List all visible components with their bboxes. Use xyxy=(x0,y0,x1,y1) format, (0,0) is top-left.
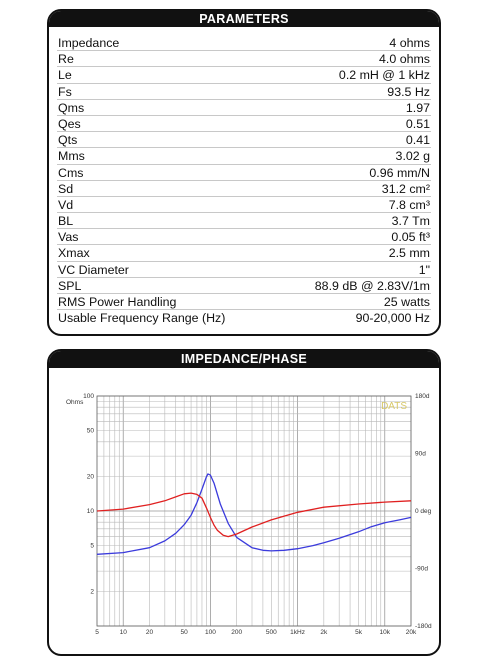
y-tick-label: 100 xyxy=(83,393,94,400)
x-tick-label: 200 xyxy=(231,629,242,636)
parameter-row: Vas 0.05 ft³ xyxy=(57,229,431,246)
parameter-row: Mms 3.02 g xyxy=(57,148,431,165)
parameter-value: 1" xyxy=(418,262,430,277)
parameter-row: Qms 1.97 xyxy=(57,100,431,116)
parameter-value: 1.97 xyxy=(405,100,430,115)
parameter-label: SPL xyxy=(58,278,82,293)
parameter-row: SPL 88.9 dB @ 2.83V/1m xyxy=(57,278,431,294)
parameter-value: 2.5 mm xyxy=(388,246,430,261)
parameter-label: BL xyxy=(58,214,74,229)
y-tick-label: 5 xyxy=(90,543,94,550)
x-tick-label: 100 xyxy=(205,629,216,636)
parameter-value: 0.05 ft³ xyxy=(391,230,430,245)
parameter-value: 3.7 Tm xyxy=(391,214,430,229)
parameter-row: Qts 0.41 xyxy=(57,132,431,149)
parameter-row: RMS Power Handling 25 watts xyxy=(57,294,431,311)
y-tick-label: 20 xyxy=(87,473,95,480)
x-tick-label: 20k xyxy=(406,629,417,636)
x-tick-label: 10k xyxy=(380,629,391,636)
parameter-label: Vas xyxy=(58,230,79,245)
parameter-value: 90-20,000 Hz xyxy=(355,311,430,326)
impedance-phase-title: IMPEDANCE/PHASE xyxy=(49,351,439,368)
parameter-value: 0.2 mH @ 1 kHz xyxy=(338,68,430,83)
parameter-value: 88.9 dB @ 2.83V/1m xyxy=(314,278,430,293)
parameter-label: Mms xyxy=(58,149,85,164)
phase-tick-label: -90d xyxy=(415,566,428,573)
phase-tick-label: 90d xyxy=(415,451,426,458)
parameter-row: Fs 93.5 Hz xyxy=(57,84,431,100)
phase-tick-label: 0 deg xyxy=(415,508,432,515)
parameter-label: Impedance xyxy=(58,36,120,50)
parameter-value: 0.96 mm/N xyxy=(369,165,430,180)
parameter-label: Qms xyxy=(58,100,85,115)
parameters-title: PARAMETERS xyxy=(49,11,439,27)
parameter-value: 25 watts xyxy=(383,295,430,309)
parameter-value: 7.8 cm³ xyxy=(388,197,430,212)
parameter-value: 0.41 xyxy=(405,133,430,148)
parameter-row: Cms 0.96 mm/N xyxy=(57,165,431,181)
parameter-row: Le 0.2 mH @ 1 kHz xyxy=(57,67,431,84)
parameter-label: Qes xyxy=(58,116,81,131)
parameter-value: 93.5 Hz xyxy=(387,84,430,99)
parameter-row: Sd 31.2 cm² xyxy=(57,181,431,197)
x-tick-label: 2k xyxy=(320,629,328,636)
parameter-row: Xmax 2.5 mm xyxy=(57,245,431,262)
parameter-value: 31.2 cm² xyxy=(381,181,430,196)
parameters-panel: PARAMETERS Impedance 4 ohms Re 4.0 ohms Le 0.… xyxy=(47,9,441,336)
parameter-row: BL 3.7 Tm xyxy=(57,213,431,230)
parameter-label: VC Diameter xyxy=(58,262,129,277)
parameter-label: Fs xyxy=(58,84,72,99)
parameter-label: Sd xyxy=(58,181,74,196)
parameters-table: Impedance 4 ohms Re 4.0 ohms Le 0.2 mH @ 1 kH… xyxy=(57,35,431,326)
parameter-label: Re xyxy=(58,52,74,67)
parameter-label: RMS Power Handling xyxy=(58,295,177,309)
y-axis-label: Ohms xyxy=(66,399,84,406)
parameter-row: Re 4.0 ohms xyxy=(57,51,431,68)
impedance-curve xyxy=(96,473,412,555)
parameter-label: Qts xyxy=(58,133,78,148)
y-tick-label: 2 xyxy=(90,588,94,595)
parameter-label: Le xyxy=(58,68,72,83)
parameter-value: 3.02 g xyxy=(395,149,430,164)
x-tick-label: 5 xyxy=(95,629,99,636)
y-tick-label: 10 xyxy=(87,508,95,515)
parameter-label: Usable Frequency Range (Hz) xyxy=(58,311,226,326)
x-tick-label: 50 xyxy=(181,629,189,636)
x-tick-label: 20 xyxy=(146,629,154,636)
parameter-row: Usable Frequency Range (Hz) 90-20,000 Hz xyxy=(57,310,431,326)
parameter-value: 4 ohms xyxy=(389,36,430,50)
parameter-label: Vd xyxy=(58,197,74,212)
impedance-phase-chart: 5 10 20 50 100 200 500 1kHz 2k 5k 10k 20k 2 5 10 20 50 10… xyxy=(66,393,432,636)
parameter-label: Cms xyxy=(58,165,84,180)
impedance-phase-panel: IMPEDANCE/PHASE 5 10 20 50 100 200 500 1kHz 2k 5k… xyxy=(47,349,441,656)
phase-tick-label: -180d xyxy=(415,623,432,630)
x-tick-label: 5k xyxy=(355,629,363,636)
phase-tick-label: 180d xyxy=(415,393,430,400)
parameter-row: Vd 7.8 cm³ xyxy=(57,197,431,214)
parameter-value: 0.51 xyxy=(405,116,430,131)
parameter-row: Impedance 4 ohms xyxy=(57,35,431,52)
x-tick-label: 10 xyxy=(120,629,128,636)
parameter-row: Qes 0.51 xyxy=(57,116,431,133)
parameter-value: 4.0 ohms xyxy=(379,52,430,67)
x-tick-label: 500 xyxy=(266,629,277,636)
phase-curve xyxy=(96,492,412,538)
parameter-label: Xmax xyxy=(58,246,90,261)
x-tick-label: 1kHz xyxy=(290,629,305,636)
dats-watermark: DATS xyxy=(381,401,407,412)
y-tick-label: 50 xyxy=(87,428,95,435)
parameter-row: VC Diameter 1" xyxy=(57,262,431,278)
